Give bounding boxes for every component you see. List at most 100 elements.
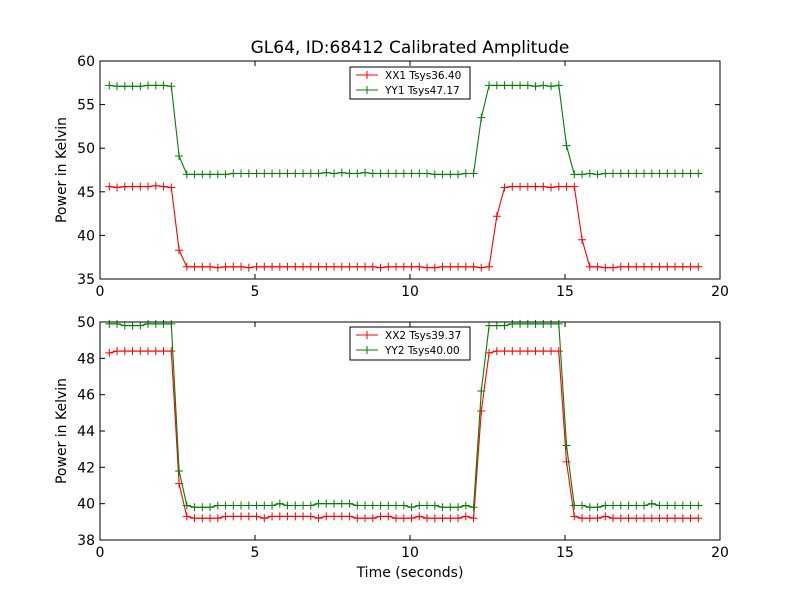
legend-marker <box>363 71 371 79</box>
data-point <box>221 262 230 271</box>
data-point <box>376 263 385 272</box>
data-point <box>399 501 408 510</box>
data-point <box>694 514 703 523</box>
data-point <box>128 321 137 330</box>
data-point <box>206 170 215 179</box>
data-point <box>151 181 160 190</box>
data-point <box>438 503 447 512</box>
data-point <box>322 512 331 521</box>
data-point <box>640 501 649 510</box>
data-point <box>322 499 331 508</box>
data-point <box>136 82 145 91</box>
data-point <box>167 319 176 328</box>
data-point <box>585 514 594 523</box>
data-point <box>283 262 292 271</box>
data-point <box>492 212 501 221</box>
data-point <box>454 514 463 523</box>
data-point <box>415 169 424 178</box>
data-point <box>167 183 176 192</box>
data-point <box>547 183 556 192</box>
data-point <box>299 262 308 271</box>
data-point <box>461 512 470 521</box>
data-point <box>523 319 532 328</box>
data-point <box>446 514 455 523</box>
data-point <box>337 499 346 508</box>
data-point <box>167 82 176 91</box>
data-point <box>640 262 649 271</box>
x-tick-label: 5 <box>251 545 260 561</box>
data-point <box>105 348 114 357</box>
data-point <box>120 82 129 91</box>
data-point <box>252 501 261 510</box>
data-point <box>430 263 439 272</box>
data-point <box>523 81 532 90</box>
data-point <box>562 457 571 466</box>
data-point <box>144 347 153 356</box>
data-point <box>322 262 331 271</box>
data-point <box>531 82 540 91</box>
data-point <box>368 262 377 271</box>
data-point <box>523 347 532 356</box>
data-point <box>616 169 625 178</box>
data-point <box>283 501 292 510</box>
legend-label: YY2 Tsys40.00 <box>384 345 460 357</box>
data-point <box>113 319 122 328</box>
data-point <box>562 182 571 191</box>
y-tick-label: 42 <box>77 460 95 476</box>
data-point <box>361 262 370 271</box>
data-point <box>384 501 393 510</box>
data-point <box>477 263 486 272</box>
data-point <box>539 81 548 90</box>
data-point <box>508 319 517 328</box>
data-point <box>655 262 664 271</box>
data-point <box>492 81 501 90</box>
data-point <box>407 503 416 512</box>
data-point <box>609 169 618 178</box>
data-point <box>260 262 269 271</box>
data-point <box>430 170 439 179</box>
data-point <box>678 514 687 523</box>
data-point <box>213 514 222 523</box>
data-point <box>221 512 230 521</box>
data-point <box>647 514 656 523</box>
data-point <box>601 512 610 521</box>
data-point <box>213 170 222 179</box>
data-point <box>105 319 114 328</box>
data-point <box>492 347 501 356</box>
data-point <box>492 321 501 330</box>
x-tick-label: 15 <box>556 284 574 300</box>
data-point <box>500 81 509 90</box>
data-point <box>578 514 587 523</box>
data-point <box>314 262 323 271</box>
data-point <box>516 319 525 328</box>
data-point <box>399 169 408 178</box>
data-point <box>105 182 114 191</box>
y-tick-label: 46 <box>77 388 95 404</box>
data-point <box>237 169 246 178</box>
data-point <box>345 499 354 508</box>
data-point <box>616 514 625 523</box>
data-point <box>221 501 230 510</box>
y-tick-label: 60 <box>77 54 95 70</box>
data-point <box>399 262 408 271</box>
data-point <box>206 262 215 271</box>
data-point <box>508 182 517 191</box>
legend-label: XX1 Tsys36.40 <box>385 70 461 82</box>
data-point <box>570 182 579 191</box>
data-point <box>562 141 571 150</box>
data-point <box>198 170 207 179</box>
data-point <box>128 347 137 356</box>
data-point <box>624 262 633 271</box>
data-point <box>678 262 687 271</box>
data-point <box>477 113 486 122</box>
data-point <box>632 262 641 271</box>
data-point <box>182 170 191 179</box>
data-point <box>438 514 447 523</box>
data-point <box>120 321 129 330</box>
data-point <box>593 170 602 179</box>
data-point <box>678 501 687 510</box>
data-point <box>306 512 315 521</box>
data-point <box>275 499 284 508</box>
data-point <box>128 82 137 91</box>
